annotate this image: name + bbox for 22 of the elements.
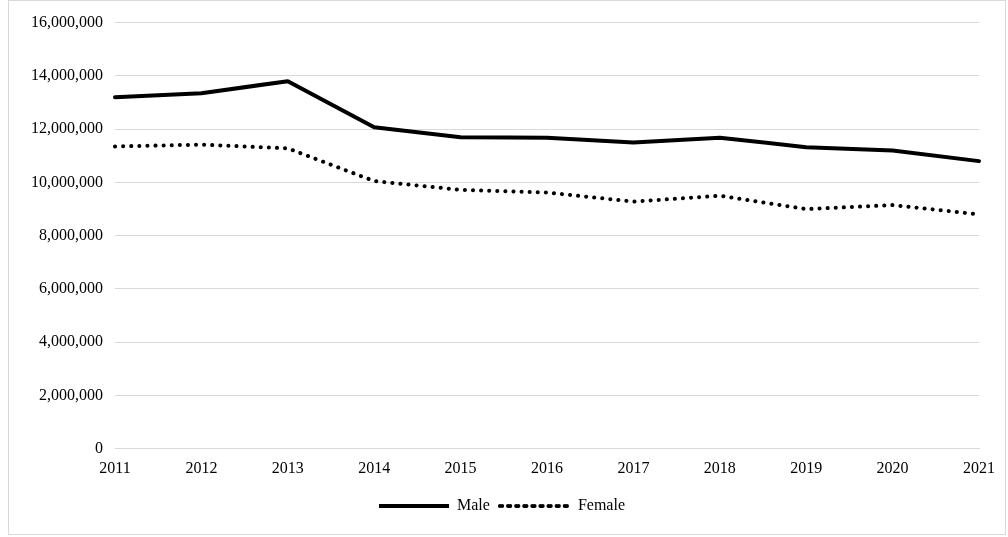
y-tick-label: 8,000,000 <box>39 225 103 243</box>
x-tick-label: 2016 <box>531 458 563 476</box>
y-tick-label: 2,000,000 <box>39 385 103 403</box>
x-tick-label: 2021 <box>963 458 995 476</box>
x-tick-label: 2017 <box>617 458 650 476</box>
y-tick-label: 10,000,000 <box>31 172 103 190</box>
y-tick-label: 0 <box>95 439 103 456</box>
x-tick-label: 2015 <box>444 458 477 476</box>
x-tick-label: 2019 <box>790 458 823 476</box>
x-tick-label: 2018 <box>703 458 736 476</box>
legend-label: Male <box>457 496 490 514</box>
y-tick-label: 16,000,000 <box>31 12 103 30</box>
y-tick-label: 4,000,000 <box>39 332 103 350</box>
x-tick-label: 2012 <box>185 458 218 476</box>
x-tick-label: 2013 <box>271 458 304 476</box>
y-tick-label: 6,000,000 <box>39 279 103 297</box>
x-tick-label: 2014 <box>358 458 391 476</box>
y-tick-label: 12,000,000 <box>31 119 103 137</box>
x-tick-label: 2011 <box>99 458 131 476</box>
legend-label: Female <box>577 496 625 514</box>
x-tick-label: 2020 <box>876 458 909 476</box>
y-tick-label: 14,000,000 <box>31 66 103 84</box>
